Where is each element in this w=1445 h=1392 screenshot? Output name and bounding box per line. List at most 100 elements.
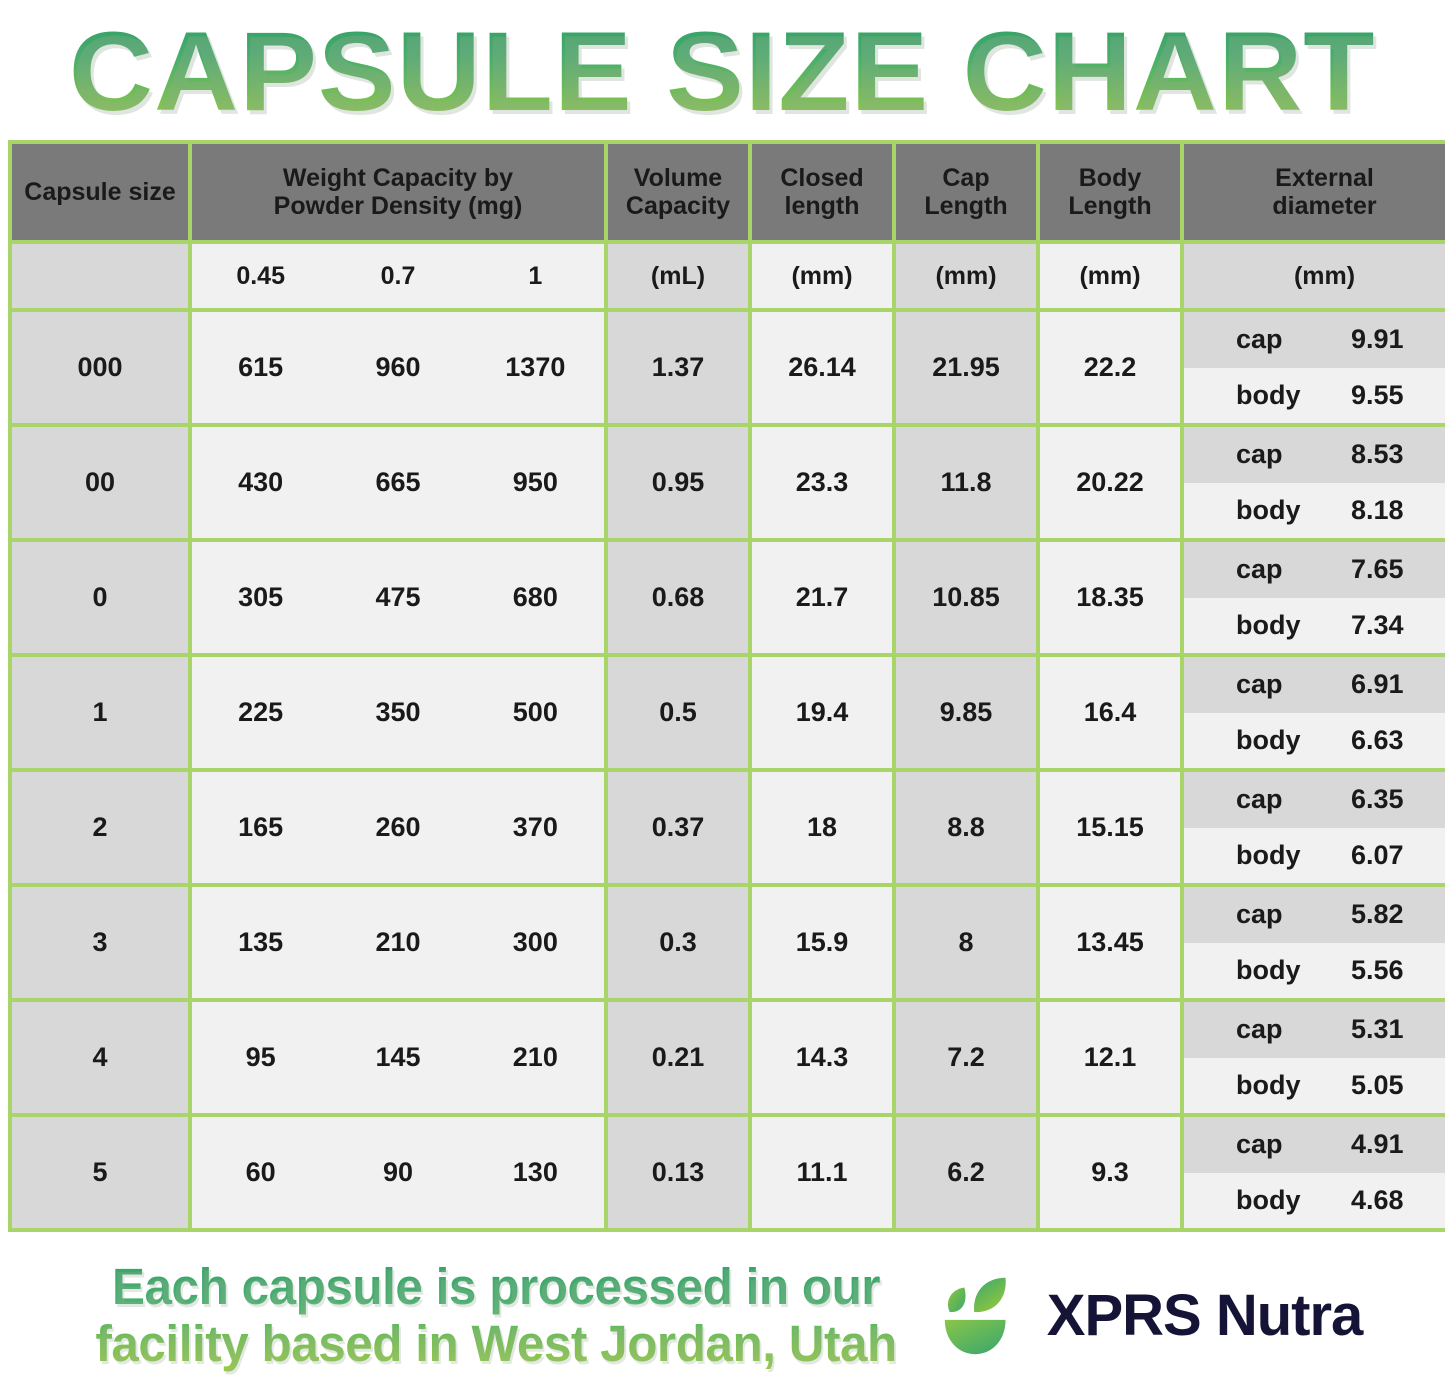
cell-weight-1: 1370 [505,352,566,382]
footer: Each capsule is processed in our facilit… [0,1232,1445,1392]
cell-weight-capacity: 615 960 1370 [192,312,604,423]
cell-body-length: 20.22 [1040,427,1180,538]
table-row: 5 60 90 130 0.13 11.1 6.2 9.3 cap 4.91 body 4.68 [12,1117,1445,1228]
table-row: 3 135 210 300 0.3 15.9 8 13.45 cap 5.82 body 5.56 [12,887,1445,998]
cell-external-diameter: cap 4.91 body 4.68 [1184,1117,1445,1228]
cell-external-body: body 6.63 [1184,712,1445,768]
cell-cap-length: 9.85 [896,657,1036,768]
cell-external-body: body 4.68 [1184,1172,1445,1228]
cell-external-cap: cap 7.65 [1184,542,1445,598]
cell-external-body-value: 9.55 [1351,379,1404,410]
cell-external-diameter: cap 6.35 body 6.07 [1184,772,1445,883]
units-capsule-size [12,244,188,308]
units-density-07: 0.7 [380,261,416,290]
cell-volume-capacity: 0.95 [608,427,748,538]
units-density-045: 0.45 [236,261,285,290]
cell-body-length: 22.2 [1040,312,1180,423]
cell-capsule-size: 4 [12,1002,188,1113]
cell-weight-capacity: 430 665 950 [192,427,604,538]
cell-external-cap: cap 5.31 [1184,1002,1445,1058]
cell-body-length: 9.3 [1040,1117,1180,1228]
cell-body-length: 16.4 [1040,657,1180,768]
footer-tagline: Each capsule is processed in our facilit… [95,1257,897,1372]
col-header-body-length: Body Length [1040,144,1180,240]
cell-external-cap: cap 9.91 [1184,312,1445,368]
cell-external-body: body 5.05 [1184,1057,1445,1113]
cell-cap-length: 8 [896,887,1036,998]
cell-external-cap: cap 8.53 [1184,427,1445,483]
col-header-weight-capacity-line2: Powder Density (mg) [273,192,523,220]
cell-volume-capacity: 0.68 [608,542,748,653]
cell-external-body-label: body [1236,609,1301,640]
cell-weight-1: 210 [512,1042,558,1072]
cell-external-body-label: body [1236,724,1301,755]
cell-weight-1: 130 [512,1157,558,1187]
cell-volume-capacity: 0.5 [608,657,748,768]
cell-external-body-label: body [1236,1069,1301,1100]
mortar-with-leaves-icon [944,1277,1006,1355]
units-body-length: (mm) [1040,244,1180,308]
cell-external-cap-label: cap [1236,1014,1283,1045]
footer-tagline-line1: Each capsule is processed in our [111,1257,881,1315]
cell-external-cap: cap 4.91 [1184,1117,1445,1173]
col-header-cap-length: Cap Length [896,144,1036,240]
cell-external-body-label: body [1236,839,1301,870]
col-header-closed-length: Closed length [752,144,892,240]
cell-external-body-value: 5.56 [1351,954,1404,985]
cell-external-diameter: cap 7.65 body 7.34 [1184,542,1445,653]
col-header-cap-line2: Length [924,192,1008,220]
cell-weight-045: 225 [238,697,284,727]
cell-external-body: body 9.55 [1184,367,1445,423]
cell-weight-1: 680 [512,582,558,612]
cell-external-cap-value: 8.53 [1351,439,1404,470]
cell-external-cap-value: 6.91 [1351,669,1404,700]
cell-weight-capacity: 95 145 210 [192,1002,604,1113]
cell-external-cap-label: cap [1236,324,1283,355]
cell-external-body: body 8.18 [1184,482,1445,538]
cell-capsule-size: 0 [12,542,188,653]
col-header-body-line2: Length [1068,192,1152,220]
cell-external-diameter: cap 6.91 body 6.63 [1184,657,1445,768]
cell-closed-length: 14.3 [752,1002,892,1113]
cell-weight-capacity: 305 475 680 [192,542,604,653]
cell-capsule-size: 1 [12,657,188,768]
cell-capsule-size: 2 [12,772,188,883]
table-row: 1 225 350 500 0.5 19.4 9.85 16.4 cap 6.91 body 6.63 [12,657,1445,768]
cell-external-body-label: body [1236,494,1301,525]
cell-weight-07: 665 [375,467,421,497]
page-title: CAPSULE SIZE CHART [69,9,1376,134]
cell-external-body-label: body [1236,1184,1301,1215]
cell-weight-045: 60 [245,1157,276,1187]
cell-external-body-label: body [1236,954,1301,985]
cell-closed-length: 15.9 [752,887,892,998]
col-header-weight-capacity-line1: Weight Capacity by [282,164,514,192]
table-body: 000 615 960 1370 1.37 26.14 21.95 22.2 cap 9.91 bo… [12,312,1445,1228]
cell-cap-length: 11.8 [896,427,1036,538]
cell-closed-length: 11.1 [752,1117,892,1228]
capsule-size-table: Capsule size Weight Capacity by Powder D… [8,140,1445,1232]
cell-volume-capacity: 0.13 [608,1117,748,1228]
cell-external-body: body 6.07 [1184,827,1445,883]
cell-weight-capacity: 165 260 370 [192,772,604,883]
capsule-size-table-wrapper: Capsule size Weight Capacity by Powder D… [0,140,1445,1232]
cell-weight-1: 370 [512,812,558,842]
cell-closed-length: 18 [752,772,892,883]
units-row: 0.45 0.7 1 (mL) (mm) (mm) (mm) (mm) [12,244,1445,308]
cell-weight-045: 305 [238,582,284,612]
cell-external-cap-label: cap [1236,1129,1283,1160]
cell-weight-045: 430 [238,467,284,497]
col-header-capsule-size: Capsule size [12,144,188,240]
cell-external-cap-value: 7.65 [1351,554,1404,585]
brand-name: XPRS Nutra [1046,1282,1364,1348]
cell-external-cap-label: cap [1236,669,1283,700]
col-header-closed-line1: Closed [780,164,864,192]
cell-cap-length: 6.2 [896,1117,1036,1228]
cell-external-cap-value: 6.35 [1351,784,1404,815]
table-row: 2 165 260 370 0.37 18 8.8 15.15 cap 6.35 body 6.07 [12,772,1445,883]
brand-logo: XPRS Nutra [935,1266,1363,1364]
table-row: 0 305 475 680 0.68 21.7 10.85 18.35 cap 7.65 body 7… [12,542,1445,653]
cell-weight-045: 615 [238,352,284,382]
col-header-closed-line2: length [784,192,860,220]
cell-external-body-value: 6.63 [1351,724,1404,755]
cell-capsule-size: 000 [12,312,188,423]
